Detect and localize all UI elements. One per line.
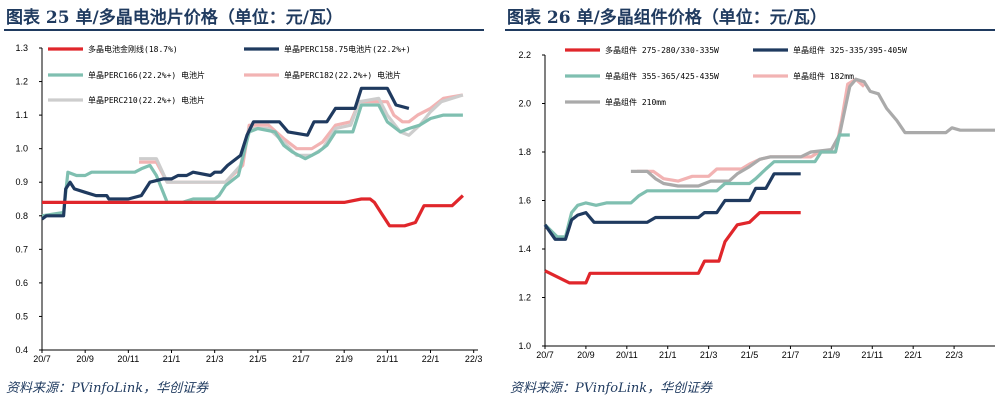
chart-2-x-tick-label: 20/7 <box>536 350 554 360</box>
panel-2-title: 图表 26 单/多晶组件价格（单位：元/瓦） <box>507 8 827 28</box>
chart-2-y-tick-label: 1.8 <box>518 147 531 157</box>
chart-2-x-tick-label: 21/9 <box>823 350 841 360</box>
chart-2-group: 1.0 1.2 1.4 1.6 1.8 2.0 2.2 20/7 20/9 20/11 21/1 21… <box>518 45 995 360</box>
chart-2-series-line-1 <box>544 211 801 285</box>
chart-2-series-line-5 <box>630 77 995 188</box>
chart-2-x-tick-label: 20/9 <box>577 350 595 360</box>
chart-1-legend-label-3: 单晶PERC166(22.2%+) 电池片 <box>88 70 205 80</box>
chart-1-series-line-4 <box>139 93 464 184</box>
chart-2-legend-label-3: 单晶组件 355-365/425-435W <box>605 71 719 81</box>
chart-1-y-tick-label: 1.1 <box>15 110 28 120</box>
panel-1-source: 资料来源：PVinfoLink，华创证券 <box>6 381 209 396</box>
chart-1-x-tick-label: 20/7 <box>33 354 51 364</box>
chart-2-x-tick-label: 21/7 <box>782 350 800 360</box>
chart-2-y-tick-label: 2.2 <box>518 50 531 60</box>
chart-1-legend-label-2: 单晶PERC158.75电池片(22.2%+) <box>284 44 411 54</box>
chart-2-x-tick-label: 22/1 <box>904 350 922 360</box>
chart-1-x-tick-label: 21/11 <box>376 354 398 364</box>
chart-1-legend-label-5: 单晶PERC210(22.2%+) 电池片 <box>88 95 205 105</box>
chart-1-x-tick-label: 21/7 <box>292 354 310 364</box>
chart-2-y-tick-label: 1.4 <box>518 244 531 254</box>
chart-2-y-tick-label: 1.6 <box>518 196 531 206</box>
chart-2-x-tick-label: 21/1 <box>659 350 677 360</box>
chart-2-series-line-2 <box>543 172 801 241</box>
chart-1-y-tick-label: 0.7 <box>15 244 28 254</box>
chart-1-x-tick-label: 21/5 <box>249 354 267 364</box>
chart-1-x-tick-label: 22/3 <box>465 354 483 364</box>
chart-2-x-tick-label: 21/11 <box>861 350 883 360</box>
chart-1-y-tick-label: 0.5 <box>15 311 28 321</box>
panel-1-title: 图表 25 单/多晶电池片价格（单位：元/瓦） <box>6 8 343 28</box>
chart-2-legend-label-5: 单晶组件 210mm <box>605 97 666 107</box>
chart-1-x-tick-label: 22/1 <box>422 354 440 364</box>
chart-2-y-tick-label: 1.0 <box>518 341 531 351</box>
chart-1-x-tick-label: 21/1 <box>163 354 181 364</box>
chart-1-legend-label-1: 多晶电池金刚线(18.7%) <box>88 44 178 54</box>
chart-2-x-tick-label: 21/3 <box>700 350 718 360</box>
panel-2-source: 资料来源：PVinfoLink，华创证券 <box>510 381 713 396</box>
chart-1-series-line-2 <box>41 86 410 221</box>
chart-2-y-tick-label: 1.2 <box>518 293 531 303</box>
chart-1-y-tick-label: 1.2 <box>15 77 28 87</box>
chart-2-y-tick-label: 2.0 <box>518 99 531 109</box>
chart-2-x-tick-label: 22/3 <box>945 350 963 360</box>
chart-2-series-line-3 <box>543 133 850 239</box>
chart-2-x-tick-label: 21/5 <box>741 350 759 360</box>
chart-1-y-tick-label: 0.4 <box>15 345 28 355</box>
chart-2-legend-label-2: 单晶组件 325-335/395-405W <box>793 45 907 55</box>
chart-1-x-tick-label: 20/11 <box>117 354 139 364</box>
chart-1-legend-label-4: 单晶PERC182(22.2%+) 电池片 <box>284 70 401 80</box>
chart-1-x-tick-label: 20/9 <box>76 354 94 364</box>
chart-1-y-tick-label: 0.8 <box>15 211 28 221</box>
chart-1-y-tick-label: 1.3 <box>15 43 28 53</box>
panel-1-title-rule <box>4 29 484 31</box>
chart-2-legend-label-4: 单晶组件 182mm <box>793 71 854 81</box>
chart-1-x-tick-label: 21/3 <box>206 354 224 364</box>
chart-1-series-line-1 <box>42 194 464 228</box>
chart-1-y-tick-label: 0.9 <box>15 177 28 187</box>
chart-1-group: 0.4 0.5 0.6 0.7 0.8 0.9 1.0 1.1 1.2 1.3 20/7 20/9 20… <box>15 43 482 364</box>
chart-1-y-tick-label: 0.6 <box>15 278 28 288</box>
chart-1-x-tick-label: 21/9 <box>335 354 353 364</box>
panel-2-title-rule <box>505 29 995 31</box>
chart-1-series-line-5 <box>139 93 464 184</box>
chart-1-y-tick-label: 1.0 <box>15 144 28 154</box>
chart-2-x-tick-label: 20/11 <box>616 350 638 360</box>
chart-2-legend-label-1: 多晶组件 275-280/330-335W <box>605 45 719 55</box>
